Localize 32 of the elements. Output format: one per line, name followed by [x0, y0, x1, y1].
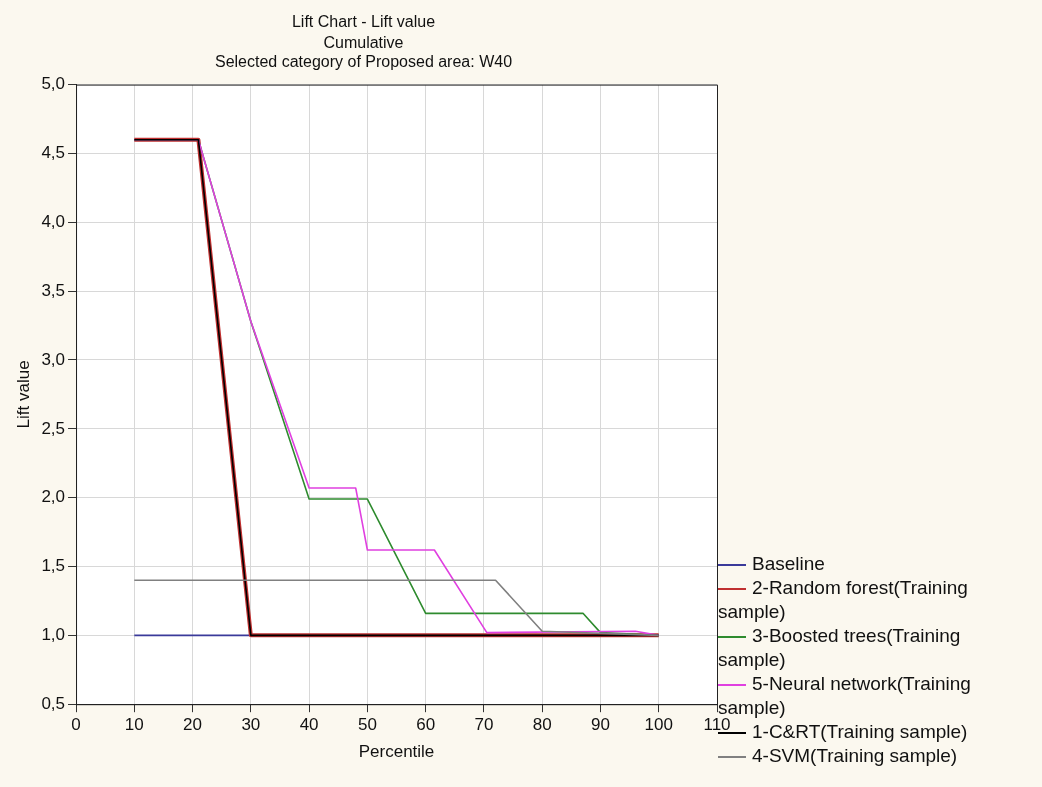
- y-tick-label: 1,5: [41, 556, 66, 576]
- x-tick-label: 70: [474, 715, 494, 735]
- legend-label: 3-Boosted trees(Training sample): [718, 624, 962, 672]
- x-tick-label: 40: [299, 715, 319, 735]
- x-tick-label: 80: [532, 715, 552, 735]
- y-tick-label: 5,0: [41, 74, 66, 94]
- legend-label: 4-SVM(Training sample): [751, 744, 959, 768]
- x-tick-label: 0: [71, 715, 81, 735]
- y-tick-label: 4,0: [41, 211, 66, 231]
- x-axis-title: Percentile: [358, 742, 435, 762]
- y-tick-label: 2,5: [41, 418, 66, 438]
- x-tick-label: 100: [644, 715, 673, 735]
- chart-subtitle: Cumulative Selected category of Proposed area: W40: [214, 34, 513, 71]
- y-tick-label: 3,5: [41, 280, 66, 300]
- y-tick-label: 2,0: [41, 487, 66, 507]
- y-tick-label: 0,5: [41, 693, 66, 713]
- x-tick-label: 110: [703, 715, 731, 735]
- legend-label: 2-Random forest(Training sample): [718, 576, 969, 624]
- y-tick-label: 4,5: [41, 143, 66, 163]
- x-tick-label: 90: [591, 715, 610, 735]
- x-tick-label: 50: [357, 715, 377, 735]
- y-axis-title: Lift value: [13, 360, 33, 429]
- x-tick-label: 10: [124, 715, 144, 735]
- x-tick-label: 60: [416, 715, 436, 735]
- y-tick-label: 3,0: [41, 349, 66, 369]
- chart-title: Lift Chart - Lift value: [291, 13, 436, 31]
- legend-label: 5-Neural network(Training sample): [718, 672, 972, 718]
- x-tick-label: 30: [241, 715, 261, 735]
- legend-label: Baseline: [751, 552, 826, 576]
- x-tick-label: 20: [183, 715, 203, 735]
- y-tick-label: 1,0: [41, 625, 66, 645]
- legend-label: 1-C&RT(Training sample): [752, 721, 968, 742]
